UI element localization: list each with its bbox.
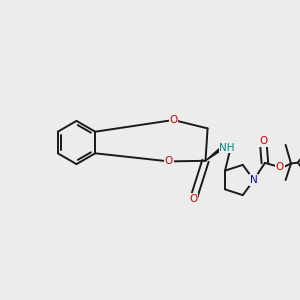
Text: O: O [165,156,173,167]
Text: NH: NH [219,142,235,153]
Text: O: O [169,115,178,125]
Text: O: O [276,162,284,172]
Polygon shape [206,146,224,161]
Text: O: O [189,194,198,204]
Text: O: O [259,136,267,146]
Text: N: N [250,175,258,185]
